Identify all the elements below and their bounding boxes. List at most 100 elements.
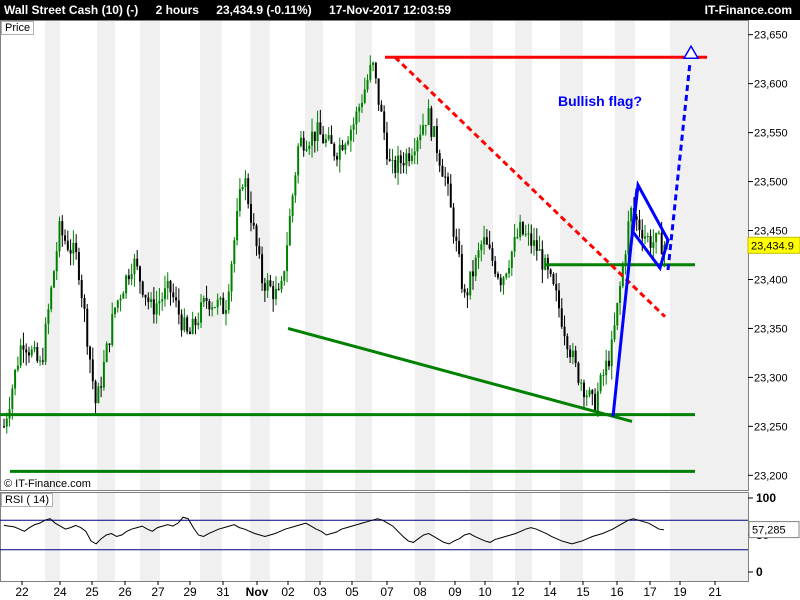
y-tick-label: 23,300 [754,372,788,384]
candle-body [308,145,311,149]
candle-body [69,249,72,254]
candle-body [102,361,105,388]
candle-body [299,137,302,147]
candle-body [161,299,164,302]
candle-body [505,273,508,278]
candle-body [541,249,544,270]
candle-body [75,242,78,253]
candle-body [283,271,286,281]
candle-body [460,254,463,289]
x-tick-label: 24 [53,585,67,599]
candle-body [77,252,80,280]
candle-body [233,240,236,265]
candle-body [127,275,130,280]
candle-body [258,246,261,255]
quote: 23,434.9 (-0.11%) [216,3,312,17]
candle-body [388,159,391,161]
candle-body [496,273,499,278]
candle-body [433,126,436,137]
candle-body [125,275,128,294]
y-tick-label: 23,450 [754,226,788,238]
header-bar: Wall Street Cash (10) (-) 2 hours 23,434… [0,0,800,20]
candle-body [385,132,388,160]
period-shade [670,492,748,581]
candle-body [549,269,552,275]
x-tick-label: 02 [281,585,295,599]
candle-body [122,293,125,299]
candle-body [236,211,239,241]
candle-body [180,314,183,331]
candle-body [613,325,616,340]
candle-body [244,178,247,187]
x-tick-label: 05 [345,585,359,599]
candle-body [635,216,638,220]
candle-body [655,232,658,243]
candle-body [175,297,178,301]
period-shade [250,20,270,490]
candle-body [410,155,413,162]
target-arrow-icon [682,44,700,60]
candle-body [494,260,497,274]
rsi-panel-label: RSI ( 14) [1,493,54,507]
candle-body [333,143,336,157]
candle-body [322,134,325,144]
candle-body [14,369,17,389]
candle-body [133,258,136,274]
x-tick-label: 15 [576,585,590,599]
period-shade [670,20,748,490]
candle-body [535,240,538,251]
candle-body [294,175,297,196]
candle-body [336,156,338,160]
candle-body [508,267,511,274]
candle-body [369,64,372,80]
candle-body [344,144,347,150]
candle-body [394,160,397,173]
candle-body [555,283,558,291]
candle-body [413,151,416,156]
candle-body [435,126,438,154]
x-tick-label: 19 [673,585,687,599]
period-shade [200,20,222,490]
candle-body [616,302,619,326]
candle-body [466,292,469,296]
candle-body [619,286,622,303]
candle-body [652,242,655,248]
candle-body [419,134,422,141]
candle-body [66,240,69,250]
period-shade [305,20,323,490]
candle-body [585,395,588,398]
candle-body [338,144,341,160]
period-shade [415,492,435,581]
candle-body [266,280,269,291]
candle-body [324,139,327,144]
x-tick-label: 31 [216,585,230,599]
candle-body [83,297,86,309]
candle-body [377,78,380,105]
period-shade [140,492,160,581]
candle-body [191,318,194,335]
candle-body [571,350,574,358]
candle-body [27,352,30,356]
x-tick-label: 12 [511,585,525,599]
period-shade [97,20,115,490]
candle-body [563,326,566,337]
x-tick-label: 03 [313,585,327,599]
candle-body [61,221,64,236]
candle-body [319,122,322,135]
candle-body [397,155,400,173]
candle-body [108,343,111,345]
candle-body [222,297,225,314]
candle-body [225,310,227,314]
candle-body [441,165,444,177]
period-shade [515,20,532,490]
candle-body [313,131,316,142]
x-tick-label: 17 [643,585,657,599]
candle-body [580,382,583,384]
annotation-bullish-flag: Bullish flag? [558,93,642,109]
candle-body [252,222,255,226]
copyright: © IT-Finance.com [4,478,91,490]
candle-body [200,302,203,323]
rsi-last-label: 57,285 [752,525,786,537]
candle-body [33,347,36,350]
candle-body [605,360,608,376]
